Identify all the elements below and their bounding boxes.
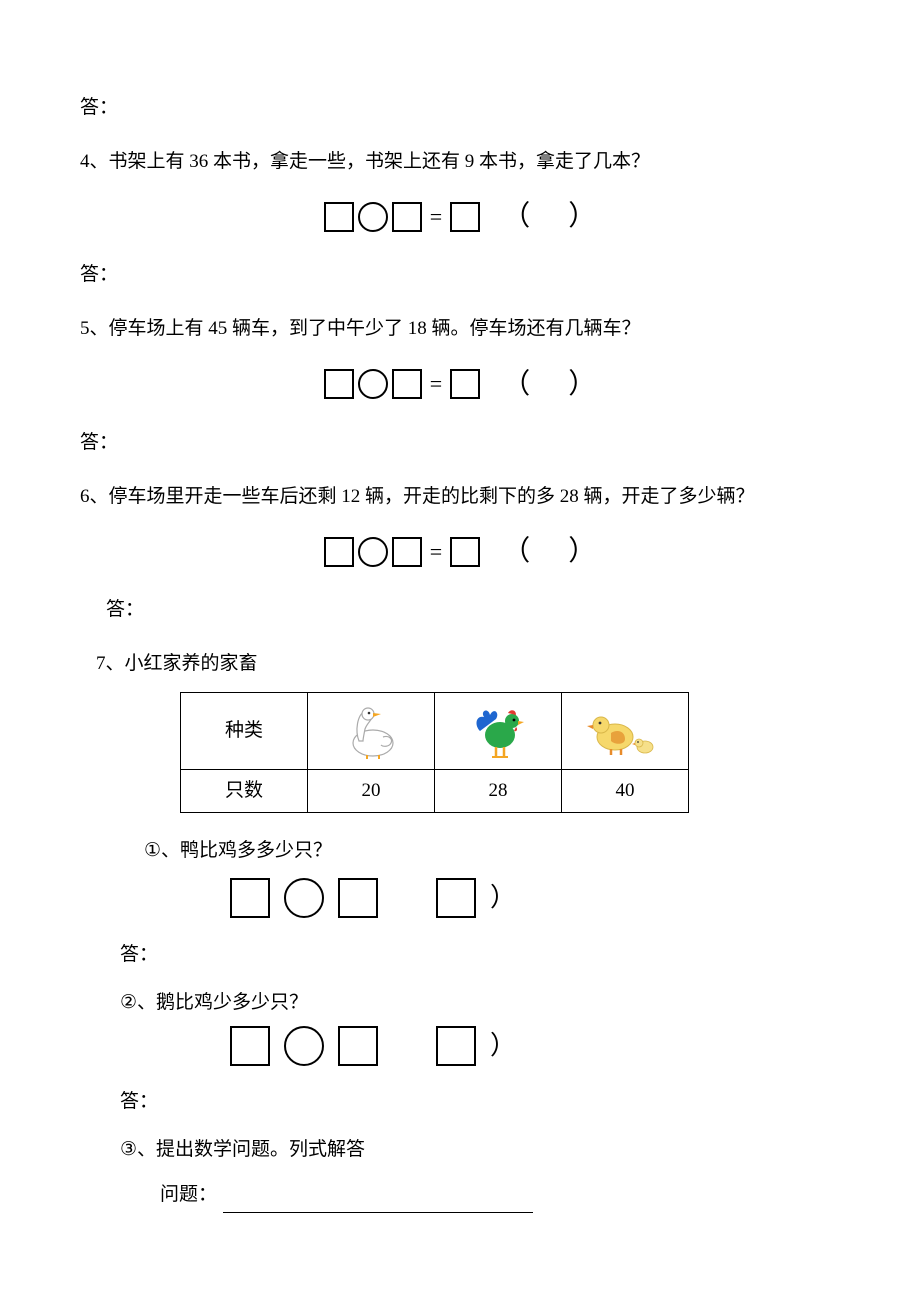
sub1-number: ①、 [144, 833, 180, 869]
blank-square[interactable] [338, 878, 378, 918]
q4-text: 书架上有 36 本书，拿走一些，书架上还有 9 本书，拿走了几本？ [109, 151, 651, 172]
q4-equation: = （） [80, 190, 840, 243]
cell-rooster-icon [435, 693, 562, 770]
answer-label-q7-1: 答： [120, 937, 840, 973]
q7-sub3-problem-line: 问题： [160, 1177, 840, 1213]
q7-sub1: ①、鸭比鸡多多少只？ [144, 833, 840, 869]
goose-icon [339, 701, 403, 761]
worksheet-page: 答： 4、书架上有 36 本书，拿走一些，书架上还有 9 本书，拿走了几本？ =… [0, 0, 920, 1303]
answer-label-q3: 答： [80, 90, 840, 126]
rooster-icon [466, 701, 530, 761]
close-paren: ） [490, 1021, 516, 1070]
equals-sign: = [430, 196, 442, 238]
blank-square[interactable] [324, 369, 354, 399]
blank-square[interactable] [324, 537, 354, 567]
answer-label-q5: 答： [80, 425, 840, 461]
cell-goose-count: 20 [308, 770, 435, 813]
q5-number: 5、 [80, 318, 109, 339]
cell-goose-icon [308, 693, 435, 770]
table-header-count: 只数 [181, 770, 308, 813]
blank-square[interactable] [436, 1026, 476, 1066]
equals-sign: = [430, 531, 442, 573]
answer-label-q6: 答： [106, 592, 840, 628]
unit-paren: （） [502, 190, 596, 243]
sub3-number: ③、 [120, 1132, 156, 1168]
blank-square[interactable] [324, 202, 354, 232]
cell-duck-count: 40 [562, 770, 689, 813]
q7-table-wrap: 种类 [180, 692, 840, 813]
q6-number: 6、 [80, 486, 109, 507]
q7-sub3: ③、提出数学问题。列式解答 [120, 1132, 840, 1168]
q7-sub2: ②、鹅比鸡少多少只？ [120, 985, 840, 1021]
blank-square[interactable] [450, 202, 480, 232]
table-row: 种类 [181, 693, 689, 770]
blank-square[interactable] [230, 878, 270, 918]
blank-square[interactable] [230, 1026, 270, 1066]
unit-paren: （） [502, 525, 596, 578]
sub2-text: 鹅比鸡少多少只？ [156, 992, 308, 1013]
cell-duck-icon [562, 693, 689, 770]
blank-square[interactable] [450, 369, 480, 399]
problem-label: 问题： [160, 1184, 217, 1205]
question-7: 7、小红家养的家畜 [96, 646, 840, 682]
q6-text: 停车场里开走一些车后还剩 12 辆，开走的比剩下的多 28 辆，开走了多少辆？ [109, 486, 755, 507]
q7-number: 7、 [96, 653, 125, 674]
equals-sign: = [430, 363, 442, 405]
q6-equation: = （） [80, 525, 840, 578]
question-5: 5、停车场上有 45 辆车，到了中午少了 18 辆。停车场还有几辆车？ [80, 311, 840, 347]
table-header-type: 种类 [181, 693, 308, 770]
q4-number: 4、 [80, 151, 109, 172]
q5-equation: = （） [80, 358, 840, 411]
blank-operator-circle[interactable] [284, 1026, 324, 1066]
question-4: 4、书架上有 36 本书，拿走一些，书架上还有 9 本书，拿走了几本？ [80, 144, 840, 180]
close-paren: ） [490, 873, 516, 922]
cell-rooster-count: 28 [435, 770, 562, 813]
sub2-number: ②、 [120, 985, 156, 1021]
table-row: 只数 20 28 40 [181, 770, 689, 813]
blank-square[interactable] [436, 878, 476, 918]
q7-text: 小红家养的家畜 [125, 653, 258, 674]
blank-square[interactable] [338, 1026, 378, 1066]
blank-operator-circle[interactable] [358, 202, 388, 232]
question-6: 6、停车场里开走一些车后还剩 12 辆，开走的比剩下的多 28 辆，开走了多少辆… [80, 479, 840, 515]
unit-paren: （） [502, 358, 596, 411]
blank-operator-circle[interactable] [284, 878, 324, 918]
answer-label-q7-2: 答： [120, 1084, 840, 1120]
answer-label-q4: 答： [80, 257, 840, 293]
q5-text: 停车场上有 45 辆车，到了中午少了 18 辆。停车场还有几辆车？ [109, 318, 641, 339]
sub1-text: 鸭比鸡多多少只？ [180, 840, 332, 861]
problem-blank-line[interactable] [223, 1190, 533, 1213]
animal-table: 种类 [180, 692, 689, 813]
blank-square[interactable] [392, 537, 422, 567]
blank-operator-circle[interactable] [358, 537, 388, 567]
sub3-text: 提出数学问题。列式解答 [156, 1139, 365, 1160]
blank-operator-circle[interactable] [358, 369, 388, 399]
q7-sub1-equation: ） [230, 873, 840, 922]
blank-square[interactable] [450, 537, 480, 567]
blank-square[interactable] [392, 202, 422, 232]
duck-icon [587, 701, 663, 761]
q7-sub2-equation: ） [230, 1021, 840, 1070]
blank-square[interactable] [392, 369, 422, 399]
